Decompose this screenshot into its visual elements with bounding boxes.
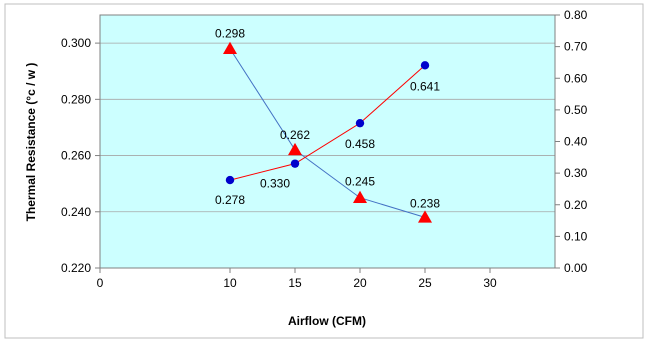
- series-line: [229, 48, 426, 218]
- data-point-circle: [355, 118, 365, 128]
- y-tick-label: 0.220: [61, 261, 91, 275]
- x-tick-label: 20: [353, 276, 367, 290]
- data-label: 0.262: [280, 128, 310, 142]
- x-tick-label: 15: [288, 276, 302, 290]
- series-line: [229, 64, 426, 181]
- data-label: 0.278: [215, 193, 245, 207]
- data-point-triangle: [353, 190, 367, 203]
- gridlines: [100, 42, 555, 213]
- y-axis-title: Thermal Resistance (°c / w ): [24, 63, 38, 222]
- x-tick-label: 25: [418, 276, 432, 290]
- data-point-triangle: [418, 210, 432, 223]
- y2-tick-label: 0.50: [564, 103, 588, 117]
- plot-area: [99, 14, 556, 269]
- data-label: 0.458: [345, 137, 375, 151]
- data-label: 0.330: [260, 177, 290, 191]
- data-point-triangle: [223, 41, 237, 54]
- data-labels: 0.298 0.262 0.245 0.238 0.278 0.330 0.458 0.641: [215, 27, 440, 211]
- y-tick-label: 0.300: [61, 36, 91, 50]
- x-axis-title: Airflow (CFM): [288, 314, 366, 328]
- y2-tick-label: 0.40: [564, 135, 588, 149]
- x-tick-label: 30: [483, 276, 497, 290]
- y-tick-label: 0.260: [61, 149, 91, 163]
- data-label: 0.238: [410, 196, 440, 210]
- y2-tick-label: 0.60: [564, 71, 588, 85]
- y-tick-label: 0.240: [61, 205, 91, 219]
- data-point-circle: [290, 159, 300, 168]
- y2-tick-label: 0.70: [564, 40, 588, 54]
- x-tick-label: 0: [97, 276, 104, 290]
- y2-tick-label: 0.00: [564, 261, 588, 275]
- series-group: [223, 41, 432, 223]
- x-tick-label: 10: [223, 276, 237, 290]
- data-point-circle: [225, 175, 235, 185]
- data-point-triangle: [288, 142, 302, 156]
- y2-tick-label: 0.20: [564, 198, 588, 212]
- y2-tick-label: 0.80: [564, 8, 588, 22]
- data-point-circle: [420, 61, 430, 70]
- data-label: 0.641: [410, 79, 440, 93]
- y2-tick-label: 0.30: [564, 166, 588, 180]
- y-tick-label: 0.280: [61, 92, 91, 106]
- axes: 0.2200.2400.2600.2800.3000.000.100.200.3…: [61, 8, 588, 290]
- y2-tick-label: 0.10: [564, 229, 588, 243]
- data-label: 0.298: [215, 27, 245, 41]
- data-label: 0.245: [345, 175, 375, 189]
